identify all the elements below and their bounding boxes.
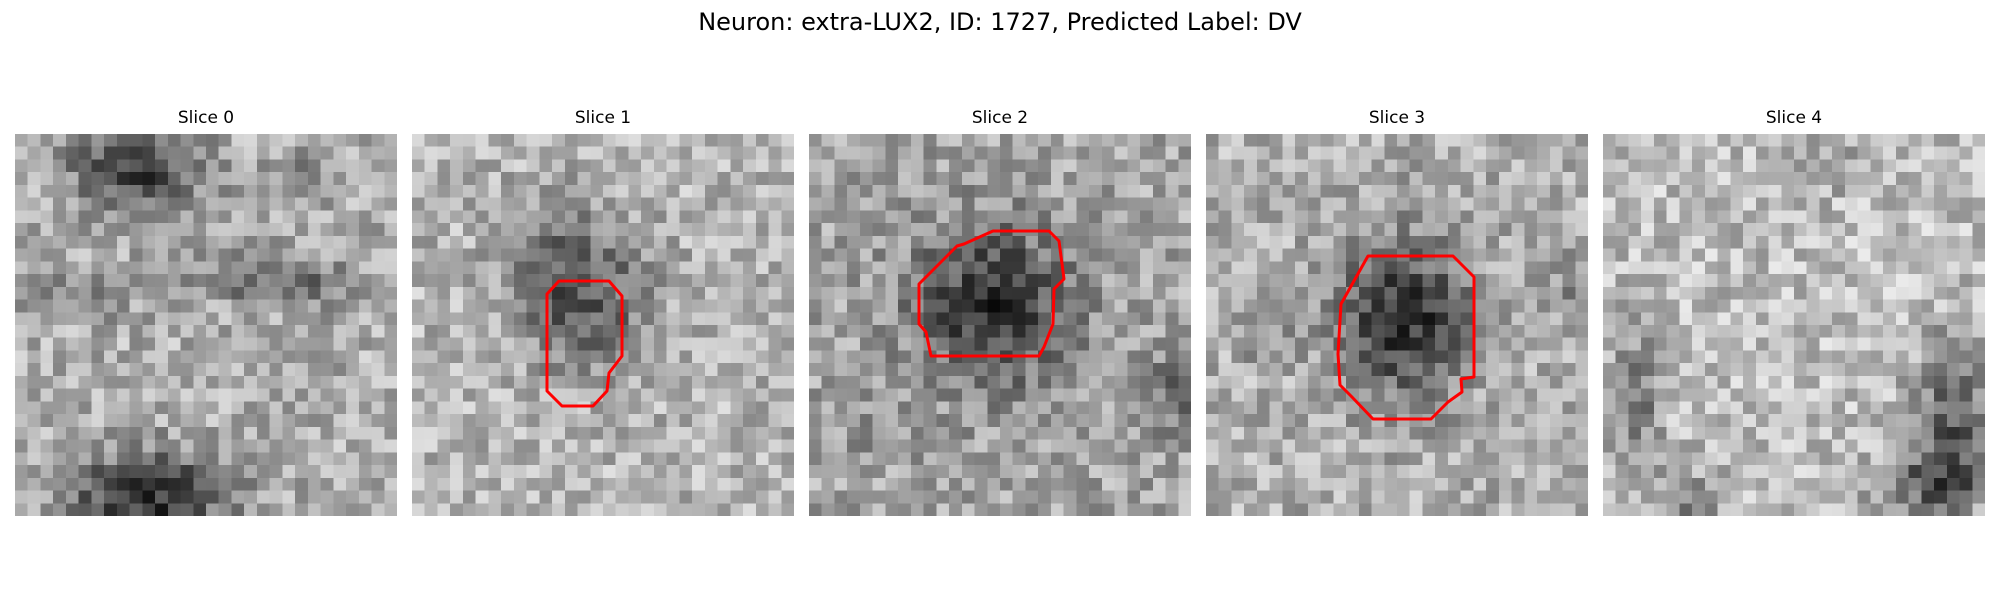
roi-contour-2 [917,229,1066,358]
slice-title-1: Slice 1 [574,108,632,128]
slice-title-2: Slice 2 [971,108,1029,128]
slice-image-1 [412,134,794,516]
figure-title: Neuron: extra-LUX2, ID: 1727, Predicted … [698,8,1302,36]
slice-image-2 [809,134,1191,516]
slice-title-3: Slice 3 [1368,108,1426,128]
slice-title-0: Slice 0 [177,108,235,128]
slice-image-4 [1603,134,1985,516]
slice-image-3 [1206,134,1588,516]
slice-title-4: Slice 4 [1765,108,1823,128]
roi-contour-1 [545,279,624,408]
roi-contour-3 [1336,254,1476,421]
slice-image-0 [15,134,397,516]
